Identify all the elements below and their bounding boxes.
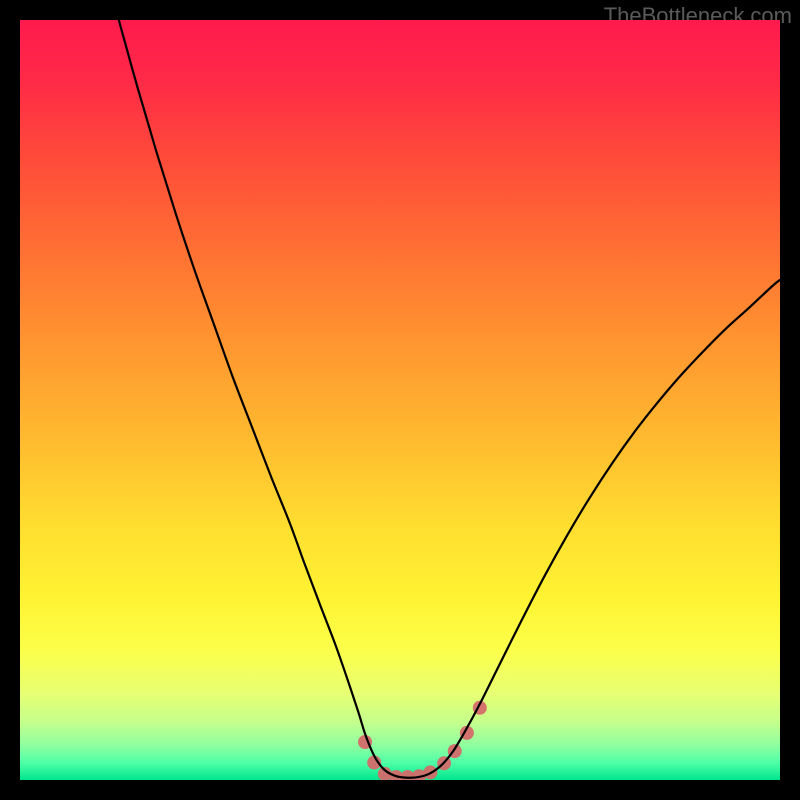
- plot-svg: [20, 20, 780, 780]
- plot-area: [20, 20, 780, 780]
- plot-background: [20, 20, 780, 780]
- chart-frame: TheBottleneck.com: [0, 0, 800, 800]
